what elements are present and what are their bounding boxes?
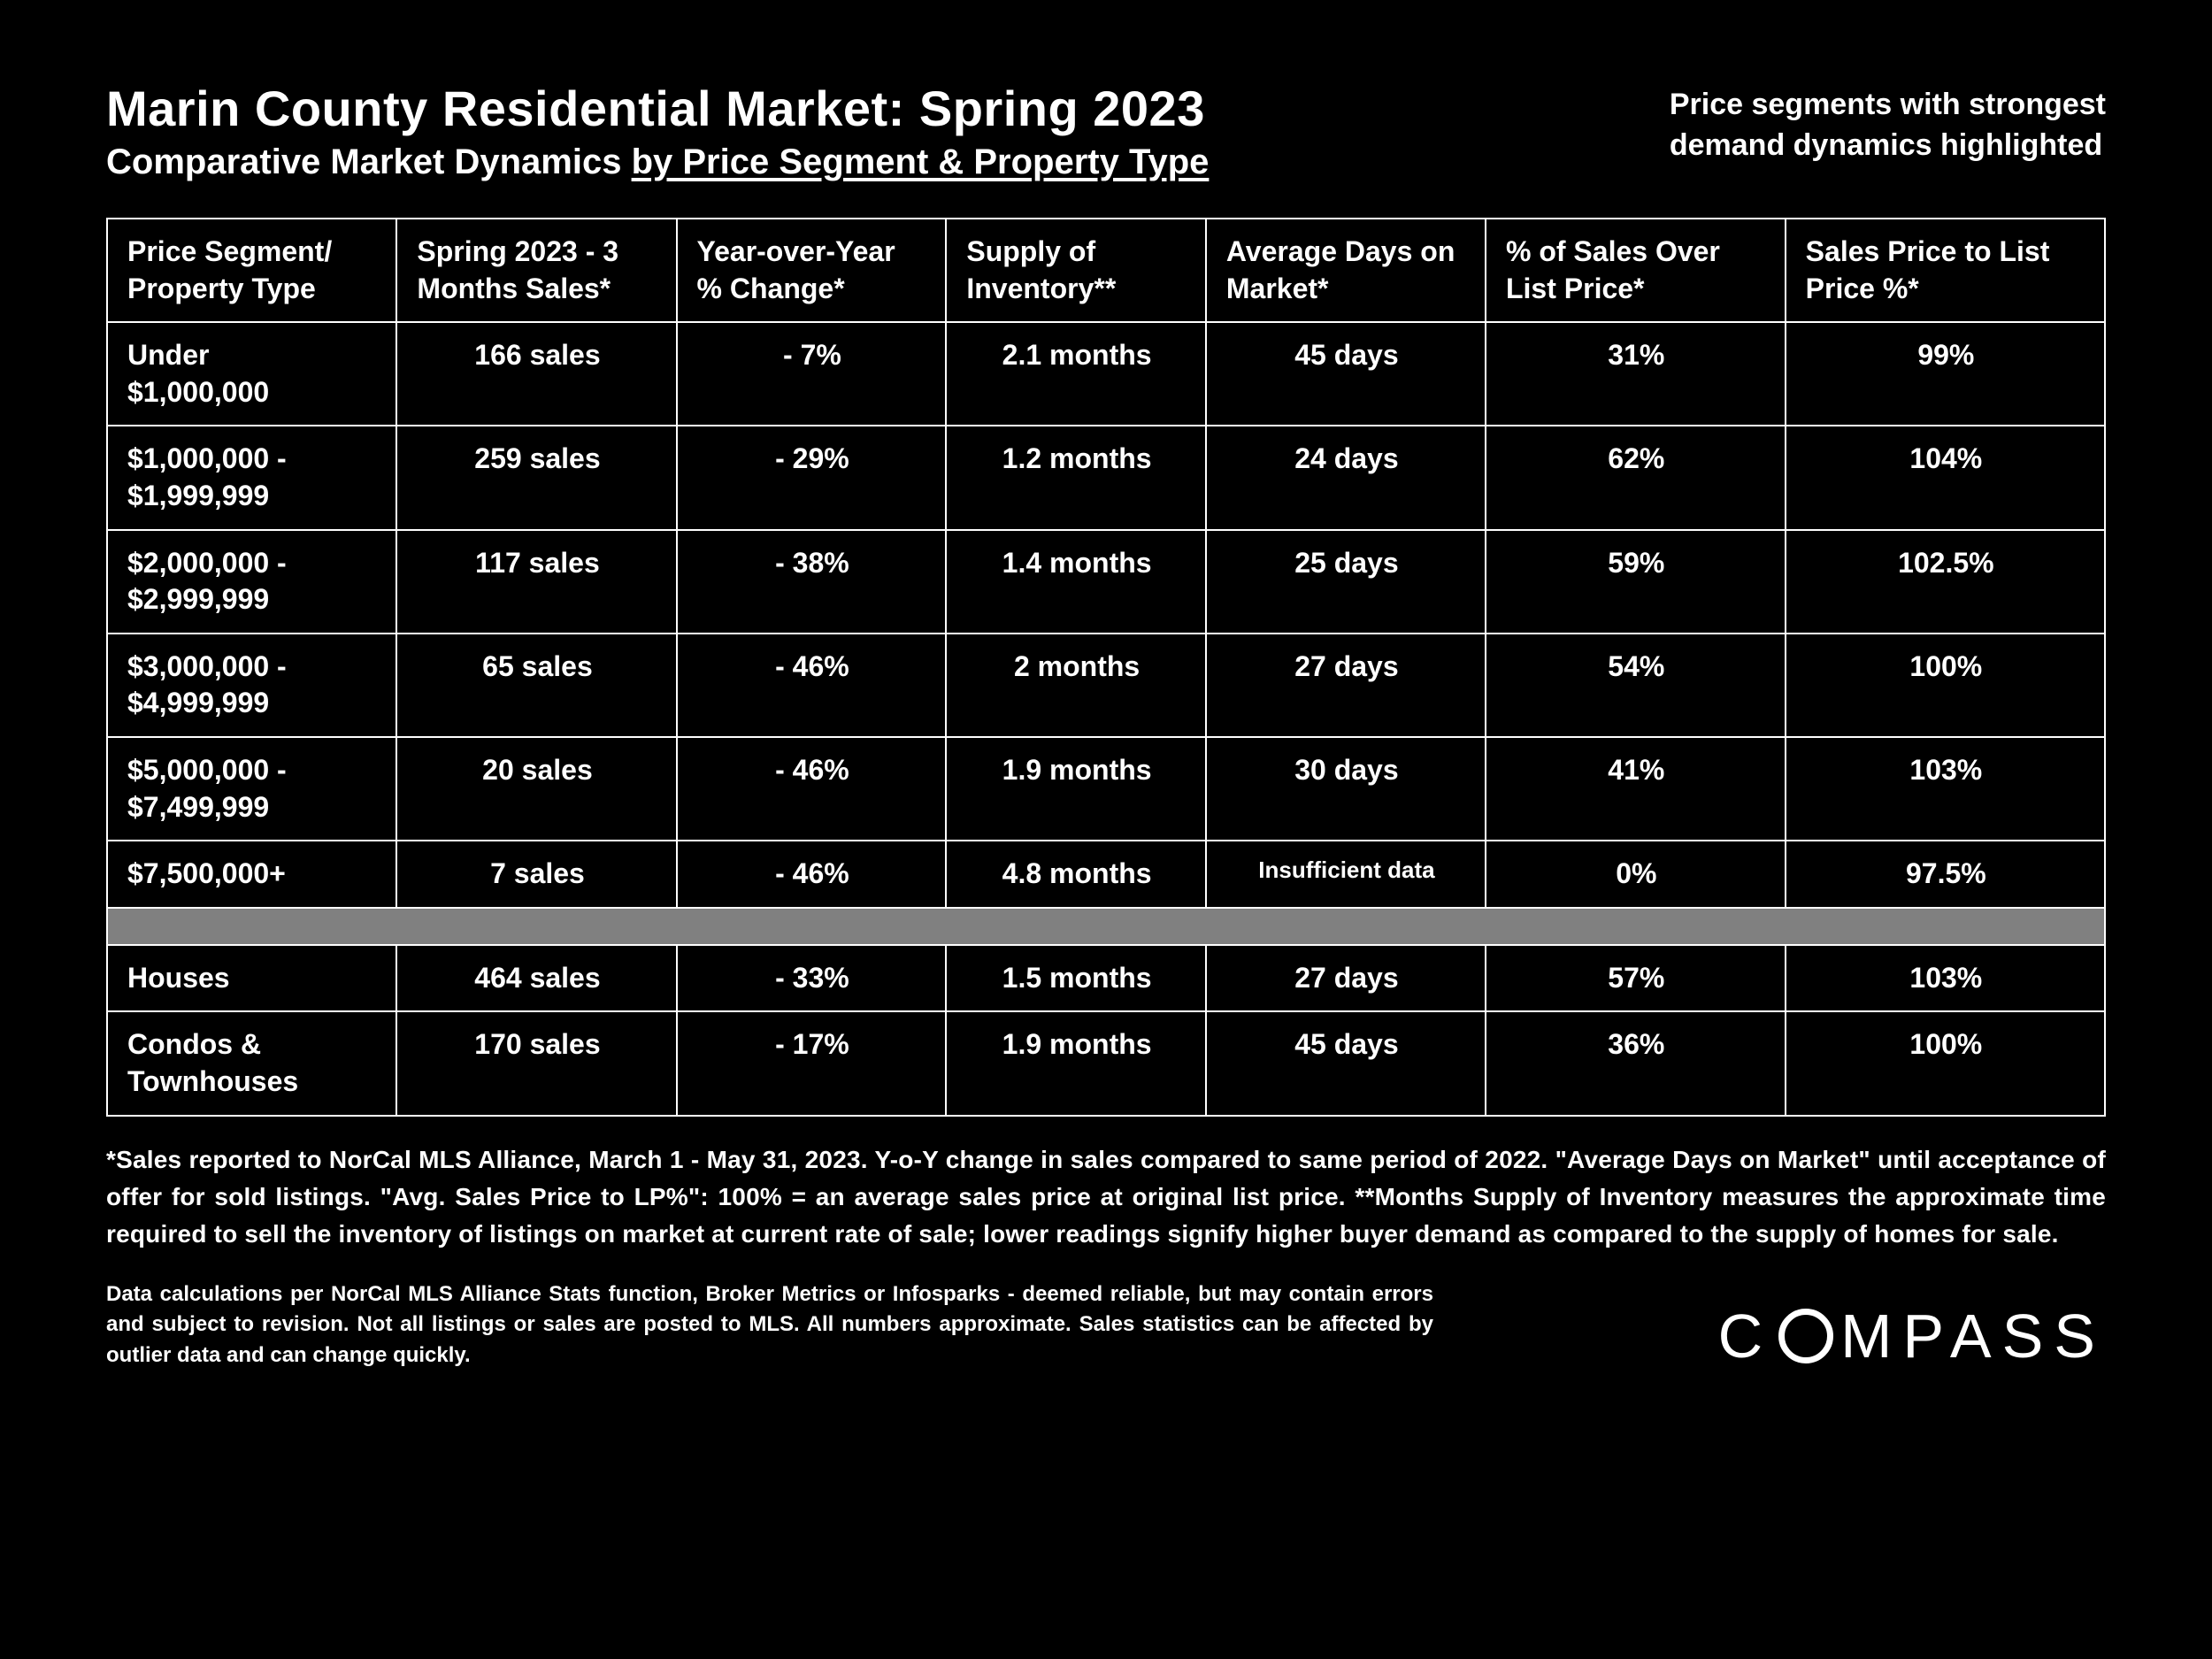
sales-cell: 7 sales — [396, 841, 676, 908]
table-divider — [107, 908, 2105, 945]
dom-cell: 24 days — [1206, 426, 1486, 529]
yoy-cell: - 46% — [677, 737, 947, 841]
col-header: Year-over-Year % Change* — [677, 219, 947, 322]
subtitle-underlined: by Price Segment & Property Type — [632, 142, 1210, 181]
table-row: Under$1,000,000166 sales- 7%2.1 months45… — [107, 322, 2105, 426]
supply-cell: 1.9 months — [946, 737, 1206, 841]
overlist-cell: 57% — [1486, 945, 1786, 1012]
yoy-cell: - 17% — [677, 1011, 947, 1115]
col-header: Average Days on Market* — [1206, 219, 1486, 322]
callout-line-1: Price segments with strongest — [1670, 85, 2106, 126]
dom-cell: 45 days — [1206, 1011, 1486, 1115]
logo-circle-icon — [1778, 1309, 1833, 1363]
supply-cell: 1.2 months — [946, 426, 1206, 529]
subtitle-prefix: Comparative Market Dynamics — [106, 142, 632, 181]
yoy-cell: - 38% — [677, 530, 947, 634]
market-table: Price Segment/ Property Type Spring 2023… — [106, 218, 2106, 1117]
col-header: Spring 2023 - 3 Months Sales* — [396, 219, 676, 322]
sales-cell: 166 sales — [396, 322, 676, 426]
table-row: $1,000,000 -$1,999,999259 sales- 29%1.2 … — [107, 426, 2105, 529]
footnote-secondary: Data calculations per NorCal MLS Allianc… — [106, 1279, 1433, 1371]
table-row: Houses464 sales- 33%1.5 months27 days57%… — [107, 945, 2105, 1012]
header-callout: Price segments with strongest demand dyn… — [1670, 80, 2106, 166]
col-header: Price Segment/ Property Type — [107, 219, 396, 322]
yoy-cell: - 29% — [677, 426, 947, 529]
splp-cell: 104% — [1786, 426, 2105, 529]
table-row: Condos &Townhouses170 sales- 17%1.9 mont… — [107, 1011, 2105, 1115]
dom-cell: 25 days — [1206, 530, 1486, 634]
splp-cell: 100% — [1786, 1011, 2105, 1115]
supply-cell: 4.8 months — [946, 841, 1206, 908]
segment-cell: Houses — [107, 945, 396, 1012]
supply-cell: 1.5 months — [946, 945, 1206, 1012]
supply-cell: 2.1 months — [946, 322, 1206, 426]
sales-cell: 117 sales — [396, 530, 676, 634]
table-header-row: Price Segment/ Property Type Spring 2023… — [107, 219, 2105, 322]
segment-cell: $5,000,000 -$7,499,999 — [107, 737, 396, 841]
table-row: $5,000,000 -$7,499,99920 sales- 46%1.9 m… — [107, 737, 2105, 841]
segment-cell: $3,000,000 -$4,999,999 — [107, 634, 396, 737]
compass-logo: C MPASS — [1718, 1301, 2106, 1371]
segment-cell: Under$1,000,000 — [107, 322, 396, 426]
splp-cell: 99% — [1786, 322, 2105, 426]
splp-cell: 103% — [1786, 737, 2105, 841]
splp-cell: 102.5% — [1786, 530, 2105, 634]
supply-cell: 1.9 months — [946, 1011, 1206, 1115]
table-row: $7,500,000+7 sales- 46%4.8 monthsInsuffi… — [107, 841, 2105, 908]
yoy-cell: - 46% — [677, 841, 947, 908]
overlist-cell: 54% — [1486, 634, 1786, 737]
dom-cell: 27 days — [1206, 945, 1486, 1012]
sales-cell: 259 sales — [396, 426, 676, 529]
dom-cell: 45 days — [1206, 322, 1486, 426]
yoy-cell: - 33% — [677, 945, 947, 1012]
col-header: % of Sales Over List Price* — [1486, 219, 1786, 322]
dom-cell: Insufficient data — [1206, 841, 1486, 908]
supply-cell: 2 months — [946, 634, 1206, 737]
table-row: $3,000,000 -$4,999,99965 sales- 46%2 mon… — [107, 634, 2105, 737]
overlist-cell: 0% — [1486, 841, 1786, 908]
yoy-cell: - 7% — [677, 322, 947, 426]
overlist-cell: 41% — [1486, 737, 1786, 841]
page-title: Marin County Residential Market: Spring … — [106, 80, 1670, 137]
col-header: Supply of Inventory** — [946, 219, 1206, 322]
overlist-cell: 31% — [1486, 322, 1786, 426]
sales-cell: 65 sales — [396, 634, 676, 737]
splp-cell: 103% — [1786, 945, 2105, 1012]
footnote-primary: *Sales reported to NorCal MLS Alliance, … — [106, 1141, 2106, 1253]
overlist-cell: 62% — [1486, 426, 1786, 529]
dom-cell: 27 days — [1206, 634, 1486, 737]
sales-cell: 170 sales — [396, 1011, 676, 1115]
callout-line-2: demand dynamics highlighted — [1670, 126, 2106, 166]
segment-cell: $7,500,000+ — [107, 841, 396, 908]
segment-cell: $2,000,000 -$2,999,999 — [107, 530, 396, 634]
page-subtitle: Comparative Market Dynamics by Price Seg… — [106, 142, 1670, 182]
sales-cell: 464 sales — [396, 945, 676, 1012]
col-header: Sales Price to List Price %* — [1786, 219, 2105, 322]
dom-cell: 30 days — [1206, 737, 1486, 841]
overlist-cell: 59% — [1486, 530, 1786, 634]
segment-cell: Condos &Townhouses — [107, 1011, 396, 1115]
segment-cell: $1,000,000 -$1,999,999 — [107, 426, 396, 529]
logo-text: MPASS — [1840, 1301, 2106, 1371]
logo-letter-c: C — [1718, 1301, 1774, 1371]
sales-cell: 20 sales — [396, 737, 676, 841]
splp-cell: 100% — [1786, 634, 2105, 737]
table-row: $2,000,000 -$2,999,999117 sales- 38%1.4 … — [107, 530, 2105, 634]
supply-cell: 1.4 months — [946, 530, 1206, 634]
overlist-cell: 36% — [1486, 1011, 1786, 1115]
yoy-cell: - 46% — [677, 634, 947, 737]
splp-cell: 97.5% — [1786, 841, 2105, 908]
